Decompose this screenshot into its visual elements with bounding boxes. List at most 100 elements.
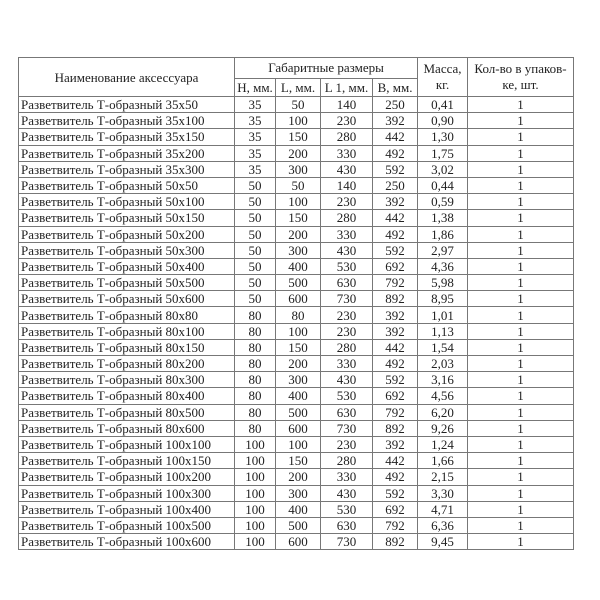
cell-l1: 730: [320, 419, 373, 437]
table-row: Разветвитель Т-образный 50х100 50 100 230 39…: [18, 193, 575, 211]
cell-b: 442: [371, 452, 419, 470]
cell-l1: 330: [320, 354, 373, 373]
cell-h: 100: [234, 533, 276, 551]
cell-mass: 4,36: [417, 257, 469, 276]
cell-mass: 1,66: [417, 452, 469, 470]
cell-mass: 1,30: [417, 128, 469, 146]
cell-l1: 530: [320, 257, 373, 276]
cell-h: 80: [234, 387, 276, 405]
table-row: Разветвитель Т-образный 80х200 80 200 330 49…: [18, 354, 575, 373]
cell-l: 200: [275, 468, 321, 486]
cell-name: Разветвитель Т-образный 100х150: [18, 452, 235, 470]
table-row: Разветвитель Т-образный 80х300 80 300 430 59…: [18, 371, 575, 389]
cell-mass: 2,15: [417, 468, 469, 486]
cell-mass: 4,71: [417, 500, 469, 518]
table-row: Разветвитель Т-образный 50х50 50 50 140 250 0…: [18, 176, 575, 195]
cell-name: Разветвитель Т-образный 35х100: [18, 112, 235, 130]
cell-qty: 1: [467, 176, 575, 195]
cell-l: 150: [275, 209, 321, 227]
cell-qty: 1: [467, 241, 575, 259]
cell-mass: 3,30: [417, 484, 469, 502]
cell-mass: 2,03: [417, 354, 469, 373]
header-h: H, мм.: [234, 77, 276, 98]
cell-l1: 280: [320, 338, 373, 357]
cell-b: 392: [371, 193, 419, 211]
cell-mass: 8,95: [417, 290, 469, 308]
cell-l: 300: [275, 371, 321, 389]
cell-qty: 1: [467, 533, 575, 551]
cell-l1: 430: [320, 241, 373, 259]
cell-h: 50: [234, 274, 276, 292]
cell-name: Разветвитель Т-образный 100х400: [18, 500, 235, 518]
cell-l: 300: [275, 160, 321, 178]
cell-b: 692: [371, 257, 419, 276]
cell-b: 250: [371, 176, 419, 195]
cell-b: 442: [371, 128, 419, 146]
cell-b: 250: [371, 95, 419, 114]
header-b: B, мм.: [371, 77, 419, 98]
cell-l: 100: [275, 435, 321, 454]
table-row: Разветвитель Т-образный 100х400 100 400 530…: [18, 500, 575, 518]
cell-l1: 280: [320, 452, 373, 470]
cell-name: Разветвитель Т-образный 80х500: [18, 403, 235, 421]
cell-b: 392: [371, 306, 419, 324]
cell-name: Разветвитель Т-образный 100х500: [18, 516, 235, 535]
cell-h: 80: [234, 338, 276, 357]
cell-b: 792: [371, 274, 419, 292]
cell-mass: 0,44: [417, 176, 469, 195]
cell-name: Разветвитель Т-образный 50х400: [18, 257, 235, 276]
cell-qty: 1: [467, 144, 575, 162]
cell-qty: 1: [467, 338, 575, 357]
cell-name: Разветвитель Т-образный 50х200: [18, 225, 235, 243]
cell-l: 600: [275, 419, 321, 437]
cell-name: Разветвитель Т-образный 50х150: [18, 209, 235, 227]
cell-l: 400: [275, 257, 321, 276]
cell-name: Разветвитель Т-образный 50х300: [18, 241, 235, 259]
table-row: Разветвитель Т-образный 100х200 100 200 330…: [18, 468, 575, 486]
cell-l1: 230: [320, 112, 373, 130]
cell-qty: 1: [467, 484, 575, 502]
table-row: Разветвитель Т-образный 35х150 35 150 280 44…: [18, 128, 575, 146]
table-row: Разветвитель Т-образный 35х200 35 200 330 49…: [18, 144, 575, 162]
table-row: Разветвитель Т-образный 100х500 100 500 630…: [18, 516, 575, 535]
cell-b: 792: [371, 403, 419, 421]
table-body: Разветвитель Т-образный 35х50 35 50 140 250 0…: [18, 95, 575, 551]
table-row: Разветвитель Т-образный 100х300 100 300 430…: [18, 484, 575, 502]
table-row: Разветвитель Т-образный 35х50 35 50 140 250 0…: [18, 95, 575, 114]
cell-name: Разветвитель Т-образный 35х200: [18, 144, 235, 162]
cell-h: 50: [234, 290, 276, 308]
cell-h: 80: [234, 419, 276, 437]
cell-l1: 230: [320, 193, 373, 211]
table-row: Разветвитель Т-образный 50х200 50 200 330 49…: [18, 225, 575, 243]
cell-l1: 430: [320, 371, 373, 389]
cell-qty: 1: [467, 274, 575, 292]
cell-b: 442: [371, 338, 419, 357]
cell-h: 80: [234, 371, 276, 389]
cell-b: 492: [371, 354, 419, 373]
cell-qty: 1: [467, 387, 575, 405]
cell-l1: 140: [320, 95, 373, 114]
cell-l: 200: [275, 225, 321, 243]
header-mass: Масса, кг.: [417, 57, 469, 97]
cell-name: Разветвитель Т-образный 100х200: [18, 468, 235, 486]
cell-qty: 1: [467, 452, 575, 470]
cell-name: Разветвитель Т-образный 50х600: [18, 290, 235, 308]
table-row: Разветвитель Т-образный 80х150 80 150 280 44…: [18, 338, 575, 357]
cell-h: 100: [234, 484, 276, 502]
cell-h: 50: [234, 176, 276, 195]
header-dimensions: Габаритные размеры: [233, 57, 419, 79]
cell-l1: 330: [320, 144, 373, 162]
cell-l: 100: [275, 193, 321, 211]
cell-l: 400: [275, 387, 321, 405]
cell-b: 592: [371, 371, 419, 389]
cell-qty: 1: [467, 112, 575, 130]
cell-h: 35: [234, 128, 276, 146]
table-row: Разветвитель Т-образный 35х100 35 100 230 39…: [18, 112, 575, 130]
cell-mass: 9,26: [417, 419, 469, 437]
cell-name: Разветвитель Т-образный 50х500: [18, 274, 235, 292]
cell-h: 80: [234, 322, 276, 340]
cell-b: 892: [371, 290, 419, 308]
cell-h: 35: [234, 160, 276, 178]
cell-mass: 1,13: [417, 322, 469, 340]
cell-l1: 530: [320, 387, 373, 405]
